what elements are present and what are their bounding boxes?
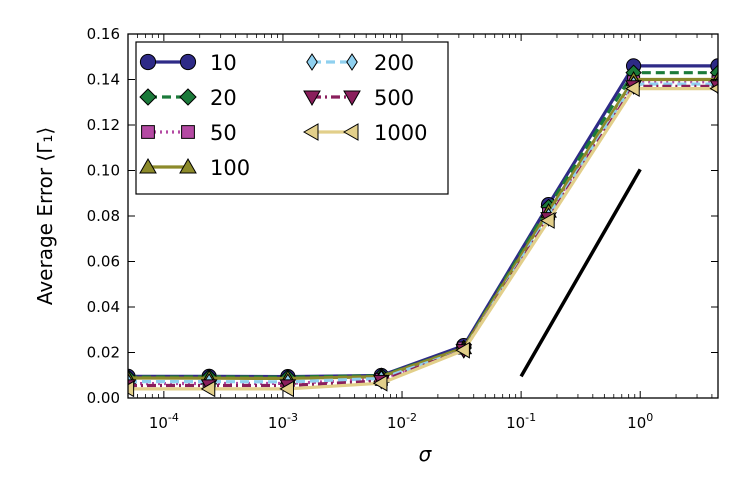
legend-label-50: 50 — [210, 121, 237, 145]
reference-slope-line — [519, 168, 642, 378]
legend-marker-left-1000 — [302, 123, 319, 141]
legend-item-50: 50 — [141, 121, 237, 145]
legend-marker-left-20 — [139, 88, 157, 106]
legend-item-20: 20 — [139, 86, 237, 110]
legend-marker-left-200 — [306, 53, 318, 71]
legend-item-500: 500 — [303, 86, 414, 110]
data-point-1000-4 — [455, 341, 470, 359]
legend-marker-right-1000 — [342, 123, 359, 141]
y-tick-label-8: 0.16 — [87, 25, 120, 43]
data-point-1000-2 — [279, 380, 294, 398]
y-tick-label-6: 0.12 — [87, 116, 120, 134]
y-tick-label-1: 0.02 — [87, 344, 120, 362]
reference-line-layer — [519, 168, 642, 378]
data-point-1000-5 — [540, 212, 555, 229]
y-tick-label-2: 0.04 — [87, 298, 120, 316]
y-tick-label-7: 0.14 — [87, 71, 120, 89]
series-line-100 — [128, 77, 718, 381]
legend-marker-right-20 — [179, 88, 197, 106]
series-1000 — [128, 80, 718, 398]
legend-marker-right-50 — [181, 125, 195, 139]
y-axis-label: Average Error ⟨Γ₁⟩ — [33, 127, 57, 305]
legend-marker-right-10 — [179, 53, 197, 71]
series-layer — [128, 58, 718, 398]
data-point-1000-3 — [372, 374, 388, 392]
y-tick-label-0: 0.00 — [87, 389, 120, 407]
legend-item-100: 100 — [139, 156, 250, 180]
x-tick-label-4: 100 — [627, 411, 653, 432]
legend-item-10: 10 — [139, 51, 237, 75]
legend-marker-left-10 — [139, 53, 157, 71]
legend-marker-right-200 — [346, 53, 358, 71]
legend-marker-left-500 — [303, 90, 321, 107]
x-tick-label-0: 10-4 — [149, 411, 179, 432]
y-tick-label-5: 0.10 — [87, 162, 120, 180]
series-line-1000 — [128, 86, 718, 391]
legend-item-200: 200 — [306, 51, 414, 75]
legend-marker-left-50 — [141, 125, 155, 139]
legend-marker-left-100 — [139, 157, 157, 174]
legend-label-100: 100 — [210, 156, 250, 180]
data-point-1000-1 — [200, 380, 216, 398]
data-point-1000-0 — [128, 380, 135, 398]
legend: 10 20 50 100 200 500 1000 — [135, 41, 449, 195]
y-tick-label-3: 0.06 — [87, 253, 120, 271]
data-point-1000-7 — [709, 83, 718, 94]
x-tick-label-2: 10-2 — [387, 411, 417, 432]
legend-marker-right-100 — [179, 157, 197, 174]
legend-item-1000: 1000 — [302, 121, 427, 145]
ticks-layer: 0.00 0.02 0.04 0.06 0.08 0.10 0.12 0.14 0.16 10-4… — [87, 25, 718, 432]
x-tick-label-3: 10-1 — [506, 411, 536, 432]
legend-label-500: 500 — [374, 86, 414, 110]
data-point-1000-6 — [625, 80, 640, 97]
x-tick-label-1: 10-3 — [268, 411, 298, 432]
legend-label-1000: 1000 — [374, 121, 427, 145]
legend-label-20: 20 — [210, 86, 237, 110]
legend-marker-right-500 — [343, 90, 361, 107]
y-tick-label-4: 0.08 — [87, 207, 120, 225]
x-axis-label: σ — [419, 442, 433, 466]
legend-label-10: 10 — [210, 51, 237, 75]
legend-label-200: 200 — [374, 51, 414, 75]
